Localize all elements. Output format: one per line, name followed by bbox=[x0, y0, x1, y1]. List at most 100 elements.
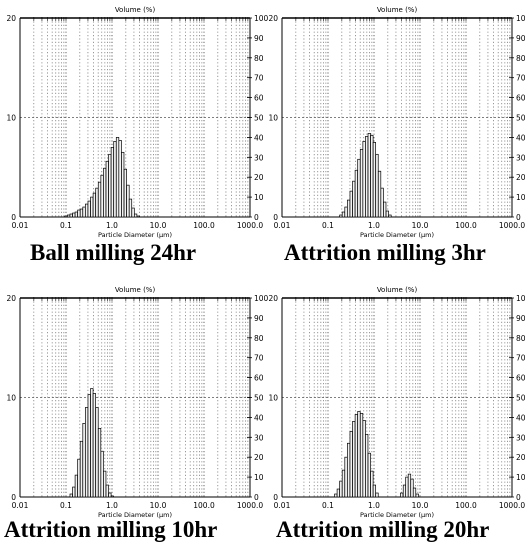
y2-tick-label: 0 bbox=[254, 213, 259, 222]
histogram-bar bbox=[349, 190, 353, 218]
histogram-bar bbox=[115, 137, 120, 218]
x-tick-label: 1.0 bbox=[368, 221, 380, 230]
histogram-bar bbox=[334, 493, 338, 498]
histogram-bar bbox=[362, 420, 366, 498]
y-tick-label: 0 bbox=[11, 213, 16, 222]
histogram-bar bbox=[95, 407, 99, 498]
x-tick-label: 100.0 bbox=[455, 501, 477, 510]
histogram-bar bbox=[344, 456, 348, 498]
histogram-bar bbox=[82, 206, 86, 218]
y2-tick-label: 40 bbox=[254, 133, 264, 142]
histogram-bar bbox=[103, 470, 107, 498]
x-axis-label: Particle Diameter (µm) bbox=[98, 511, 172, 519]
histogram-bar bbox=[385, 210, 389, 218]
x-tick-label: 0.1 bbox=[60, 221, 72, 230]
y2-tick-label: 0 bbox=[516, 493, 521, 502]
x-axis-label: Particle Diameter (µm) bbox=[360, 511, 434, 519]
histogram-bar bbox=[67, 214, 71, 218]
histogram-bar bbox=[85, 203, 89, 218]
chart-svg: 0 10 20 30 40 50 60 70 80 90 100 0 10 20 0.01 0.1 1.0 10.… bbox=[6, 6, 268, 239]
histogram-bar bbox=[126, 184, 130, 218]
x-tick-label: 100.0 bbox=[455, 221, 477, 230]
histogram-bar bbox=[359, 413, 364, 498]
histogram-bar bbox=[118, 140, 122, 218]
histogram-bar bbox=[370, 135, 374, 218]
histogram-bar bbox=[365, 136, 369, 218]
x-tick-label: 0.01 bbox=[12, 221, 29, 230]
y2-tick-label: 20 bbox=[516, 173, 525, 182]
chart-svg: 0 10 20 30 40 50 60 70 80 90 100 0 10 20 0.01 0.1 1.0 10.… bbox=[268, 6, 525, 239]
histogram-bar bbox=[131, 207, 135, 218]
y-tick-label: 0 bbox=[273, 213, 278, 222]
y2-tick-label: 10 bbox=[516, 473, 525, 482]
x-tick-label: 10.0 bbox=[412, 501, 429, 510]
histogram-bar bbox=[405, 476, 409, 498]
y2-tick-label: 100 bbox=[516, 14, 525, 23]
x-axis-label: Particle Diameter (µm) bbox=[360, 231, 434, 239]
histogram-bar bbox=[354, 414, 358, 498]
y-tick-label: 0 bbox=[11, 493, 16, 502]
histogram-bar bbox=[375, 492, 379, 498]
histogram-bar bbox=[69, 493, 73, 498]
histogram-bar bbox=[336, 488, 340, 498]
y2-tick-label: 50 bbox=[516, 394, 525, 403]
x-tick-label: 1000.0 bbox=[237, 221, 263, 230]
histogram-bar bbox=[357, 158, 361, 218]
histogram-bar bbox=[110, 495, 115, 498]
y2-tick-label: 30 bbox=[516, 433, 525, 442]
y-tick-label: 10 bbox=[6, 114, 16, 123]
histogram-bar bbox=[377, 170, 382, 218]
histogram-bar bbox=[64, 215, 68, 218]
histogram-bar bbox=[347, 199, 351, 218]
histogram-bar bbox=[407, 473, 412, 498]
x-axis-label: Particle Diameter (µm) bbox=[98, 231, 172, 239]
y2-tick-label: 20 bbox=[254, 453, 264, 462]
histogram-bar bbox=[339, 480, 343, 498]
histogram-bar bbox=[121, 151, 125, 218]
histogram-bar bbox=[85, 407, 89, 498]
y2-tick-label: 10 bbox=[516, 193, 525, 202]
y2-tick-label: 90 bbox=[516, 34, 525, 43]
histogram-bar bbox=[77, 209, 81, 218]
histogram-bar bbox=[370, 470, 374, 498]
x-tick-label: 0.1 bbox=[322, 501, 334, 510]
histogram-bar bbox=[372, 142, 377, 218]
histogram-bar bbox=[87, 394, 91, 498]
histogram-bar bbox=[90, 196, 94, 218]
x-tick-label: 0.01 bbox=[12, 501, 29, 510]
y2-tick-label: 100 bbox=[254, 294, 269, 303]
x-tick-label: 100.0 bbox=[193, 221, 215, 230]
histogram-bar bbox=[123, 168, 127, 218]
chart-caption: Attrition milling 20hr bbox=[276, 517, 490, 542]
histogram-bar bbox=[136, 215, 140, 218]
histogram-bar bbox=[72, 212, 76, 218]
chart-svg: 0 10 20 30 40 50 60 70 80 90 100 0 10 20 0.01 0.1 1.0 10.… bbox=[268, 286, 525, 519]
chart-caption: Attrition milling 10hr bbox=[4, 517, 218, 542]
histogram-bar bbox=[108, 153, 112, 218]
chart-panel-attrition-3hr: 0 10 20 30 40 50 60 70 80 90 100 0 10 20 0.01 0.1 1.0 10.… bbox=[262, 0, 525, 274]
histogram-bar bbox=[97, 181, 102, 218]
histogram-bar bbox=[74, 211, 78, 218]
histogram-bar bbox=[105, 160, 109, 218]
histogram-bar bbox=[410, 478, 414, 498]
histogram-bar bbox=[79, 440, 84, 498]
x-tick-label: 0.01 bbox=[274, 221, 291, 230]
chart-panel-attrition-10hr: 0 10 20 30 40 50 60 70 80 90 100 0 10 20 0.01 0.1 1.0 10.… bbox=[0, 280, 269, 549]
histogram-bar bbox=[372, 484, 377, 498]
histogram-bar bbox=[362, 141, 366, 218]
histogram-bar bbox=[77, 458, 81, 498]
histogram-bar bbox=[354, 169, 358, 218]
y-tick-label: 20 bbox=[6, 14, 16, 23]
y-tick-label: 10 bbox=[6, 394, 16, 403]
y2-tick-label: 60 bbox=[516, 94, 525, 103]
y-tick-label: 20 bbox=[268, 294, 278, 303]
histogram-bar bbox=[344, 206, 348, 218]
y2-tick-label: 70 bbox=[254, 74, 264, 83]
histogram-bar bbox=[375, 153, 379, 218]
histogram-bar bbox=[103, 167, 107, 218]
histogram-bar bbox=[367, 133, 371, 218]
x-tick-label: 1.0 bbox=[106, 501, 118, 510]
histogram-bar bbox=[347, 442, 351, 498]
chart-title: Volume (%) bbox=[377, 286, 418, 294]
y2-tick-label: 30 bbox=[516, 153, 525, 162]
